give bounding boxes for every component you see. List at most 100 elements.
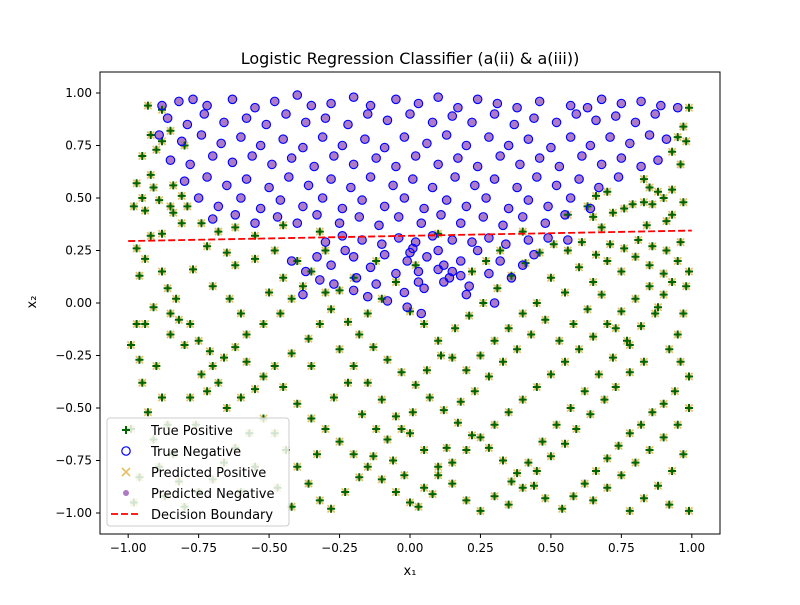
true-negative-point <box>436 210 446 220</box>
predicted-negative-point <box>626 139 634 147</box>
true-positive-point <box>490 492 499 501</box>
true-positive-point <box>225 294 234 303</box>
true-negative-point <box>250 102 260 113</box>
true-negative-point <box>512 182 522 193</box>
true-positive-point <box>363 309 372 318</box>
true-positive-point <box>614 441 623 450</box>
true-positive-point <box>685 404 693 412</box>
predicted-negative-point <box>237 194 245 202</box>
true-positive-point <box>482 257 491 265</box>
true-positive-point <box>437 351 445 360</box>
predicted-negative-point <box>409 175 417 183</box>
y-axis-label: x₂ <box>25 296 40 309</box>
predicted-negative-point <box>595 183 603 192</box>
true-positive-point <box>665 345 674 354</box>
true-positive-point <box>236 393 245 402</box>
predicted-negative-point <box>195 194 203 202</box>
legend-label: Predicted Positive <box>151 466 266 481</box>
true-negative-point <box>250 218 260 228</box>
true-negative-point <box>616 98 627 109</box>
predicted-negative-point <box>293 91 301 99</box>
true-positive-point <box>414 502 423 511</box>
y-tick-label: −0.25 <box>55 349 92 363</box>
true-positive-point <box>685 103 693 112</box>
predicted-negative-point <box>392 270 400 278</box>
true-negative-point <box>481 193 491 203</box>
true-positive-point <box>606 240 615 249</box>
predicted-negative-point <box>443 131 451 139</box>
predicted-negative-point <box>158 102 166 110</box>
true-negative-point <box>489 298 500 308</box>
true-positive-point <box>563 246 572 255</box>
true-positive-point <box>372 257 381 265</box>
true-positive-point <box>242 330 251 339</box>
predicted-negative-point <box>223 181 231 189</box>
true-positive-point <box>589 278 598 286</box>
true-negative-point <box>455 270 466 281</box>
true-positive-point <box>462 446 471 454</box>
true-positive-point <box>129 202 138 211</box>
true-positive-point <box>608 353 617 362</box>
true-negative-point <box>399 193 410 203</box>
legend: True Positive True Negative Predicted Posi… <box>106 417 290 527</box>
x-tick-label: −0.75 <box>180 541 217 555</box>
true-positive-point <box>676 160 685 169</box>
true-positive-point <box>648 242 657 251</box>
predicted-negative-point <box>420 204 428 213</box>
predicted-negative-point <box>513 183 521 192</box>
true-positive-point <box>203 387 212 396</box>
predicted-negative-point <box>645 131 654 139</box>
true-negative-point <box>264 182 274 193</box>
predicted-negative-point <box>541 219 549 227</box>
true-positive-point <box>242 357 251 366</box>
true-positive-point <box>344 317 352 326</box>
predicted-negative-point <box>347 183 355 192</box>
true-negative-point <box>329 151 339 161</box>
true-positive-point <box>513 345 522 354</box>
true-positive-point <box>679 450 688 459</box>
true-positive-point <box>169 181 178 190</box>
predicted-negative-point <box>350 253 358 261</box>
true-positive-point <box>611 324 620 333</box>
true-negative-point <box>523 235 534 245</box>
predicted-negative-point <box>400 133 408 141</box>
x-tick-label: −0.25 <box>321 541 358 555</box>
true-positive-point <box>149 303 158 312</box>
true-positive-point <box>420 320 429 328</box>
true-positive-point <box>572 425 581 433</box>
predicted-negative-point <box>299 144 307 152</box>
true-positive-point <box>518 309 527 318</box>
true-positive-point <box>608 208 617 217</box>
true-negative-point <box>453 153 463 163</box>
true-negative-point <box>393 233 404 243</box>
true-positive-point <box>422 366 431 375</box>
predicted-negative-point <box>400 288 408 297</box>
true-negative-point <box>551 117 562 128</box>
true-negative-point <box>388 180 398 191</box>
true-negative-point <box>188 94 198 105</box>
true-negative-point <box>300 266 311 277</box>
true-positive-point <box>668 467 677 475</box>
true-negative-point <box>441 195 452 205</box>
true-negative-point <box>391 268 401 279</box>
true-positive-point <box>406 429 414 438</box>
true-positive-point <box>496 246 505 255</box>
true-negative-point <box>360 134 370 144</box>
true-positive-point <box>287 294 296 303</box>
true-negative-point <box>300 117 311 128</box>
true-negative-point <box>278 134 288 144</box>
true-negative-point <box>241 174 252 184</box>
predicted-negative-point <box>403 257 411 265</box>
true-negative-point <box>616 153 627 163</box>
predicted-negative-point <box>321 238 330 246</box>
true-positive-point <box>189 265 197 274</box>
predicted-negative-point <box>302 267 310 276</box>
true-positive-point <box>639 357 648 366</box>
true-negative-point <box>174 96 184 107</box>
predicted-negative-point <box>330 152 338 160</box>
true-positive-point <box>541 494 550 503</box>
true-positive-point <box>637 420 646 429</box>
predicted-negative-point <box>327 175 335 183</box>
true-positive-point <box>276 309 285 318</box>
true-positive-point <box>251 385 259 394</box>
